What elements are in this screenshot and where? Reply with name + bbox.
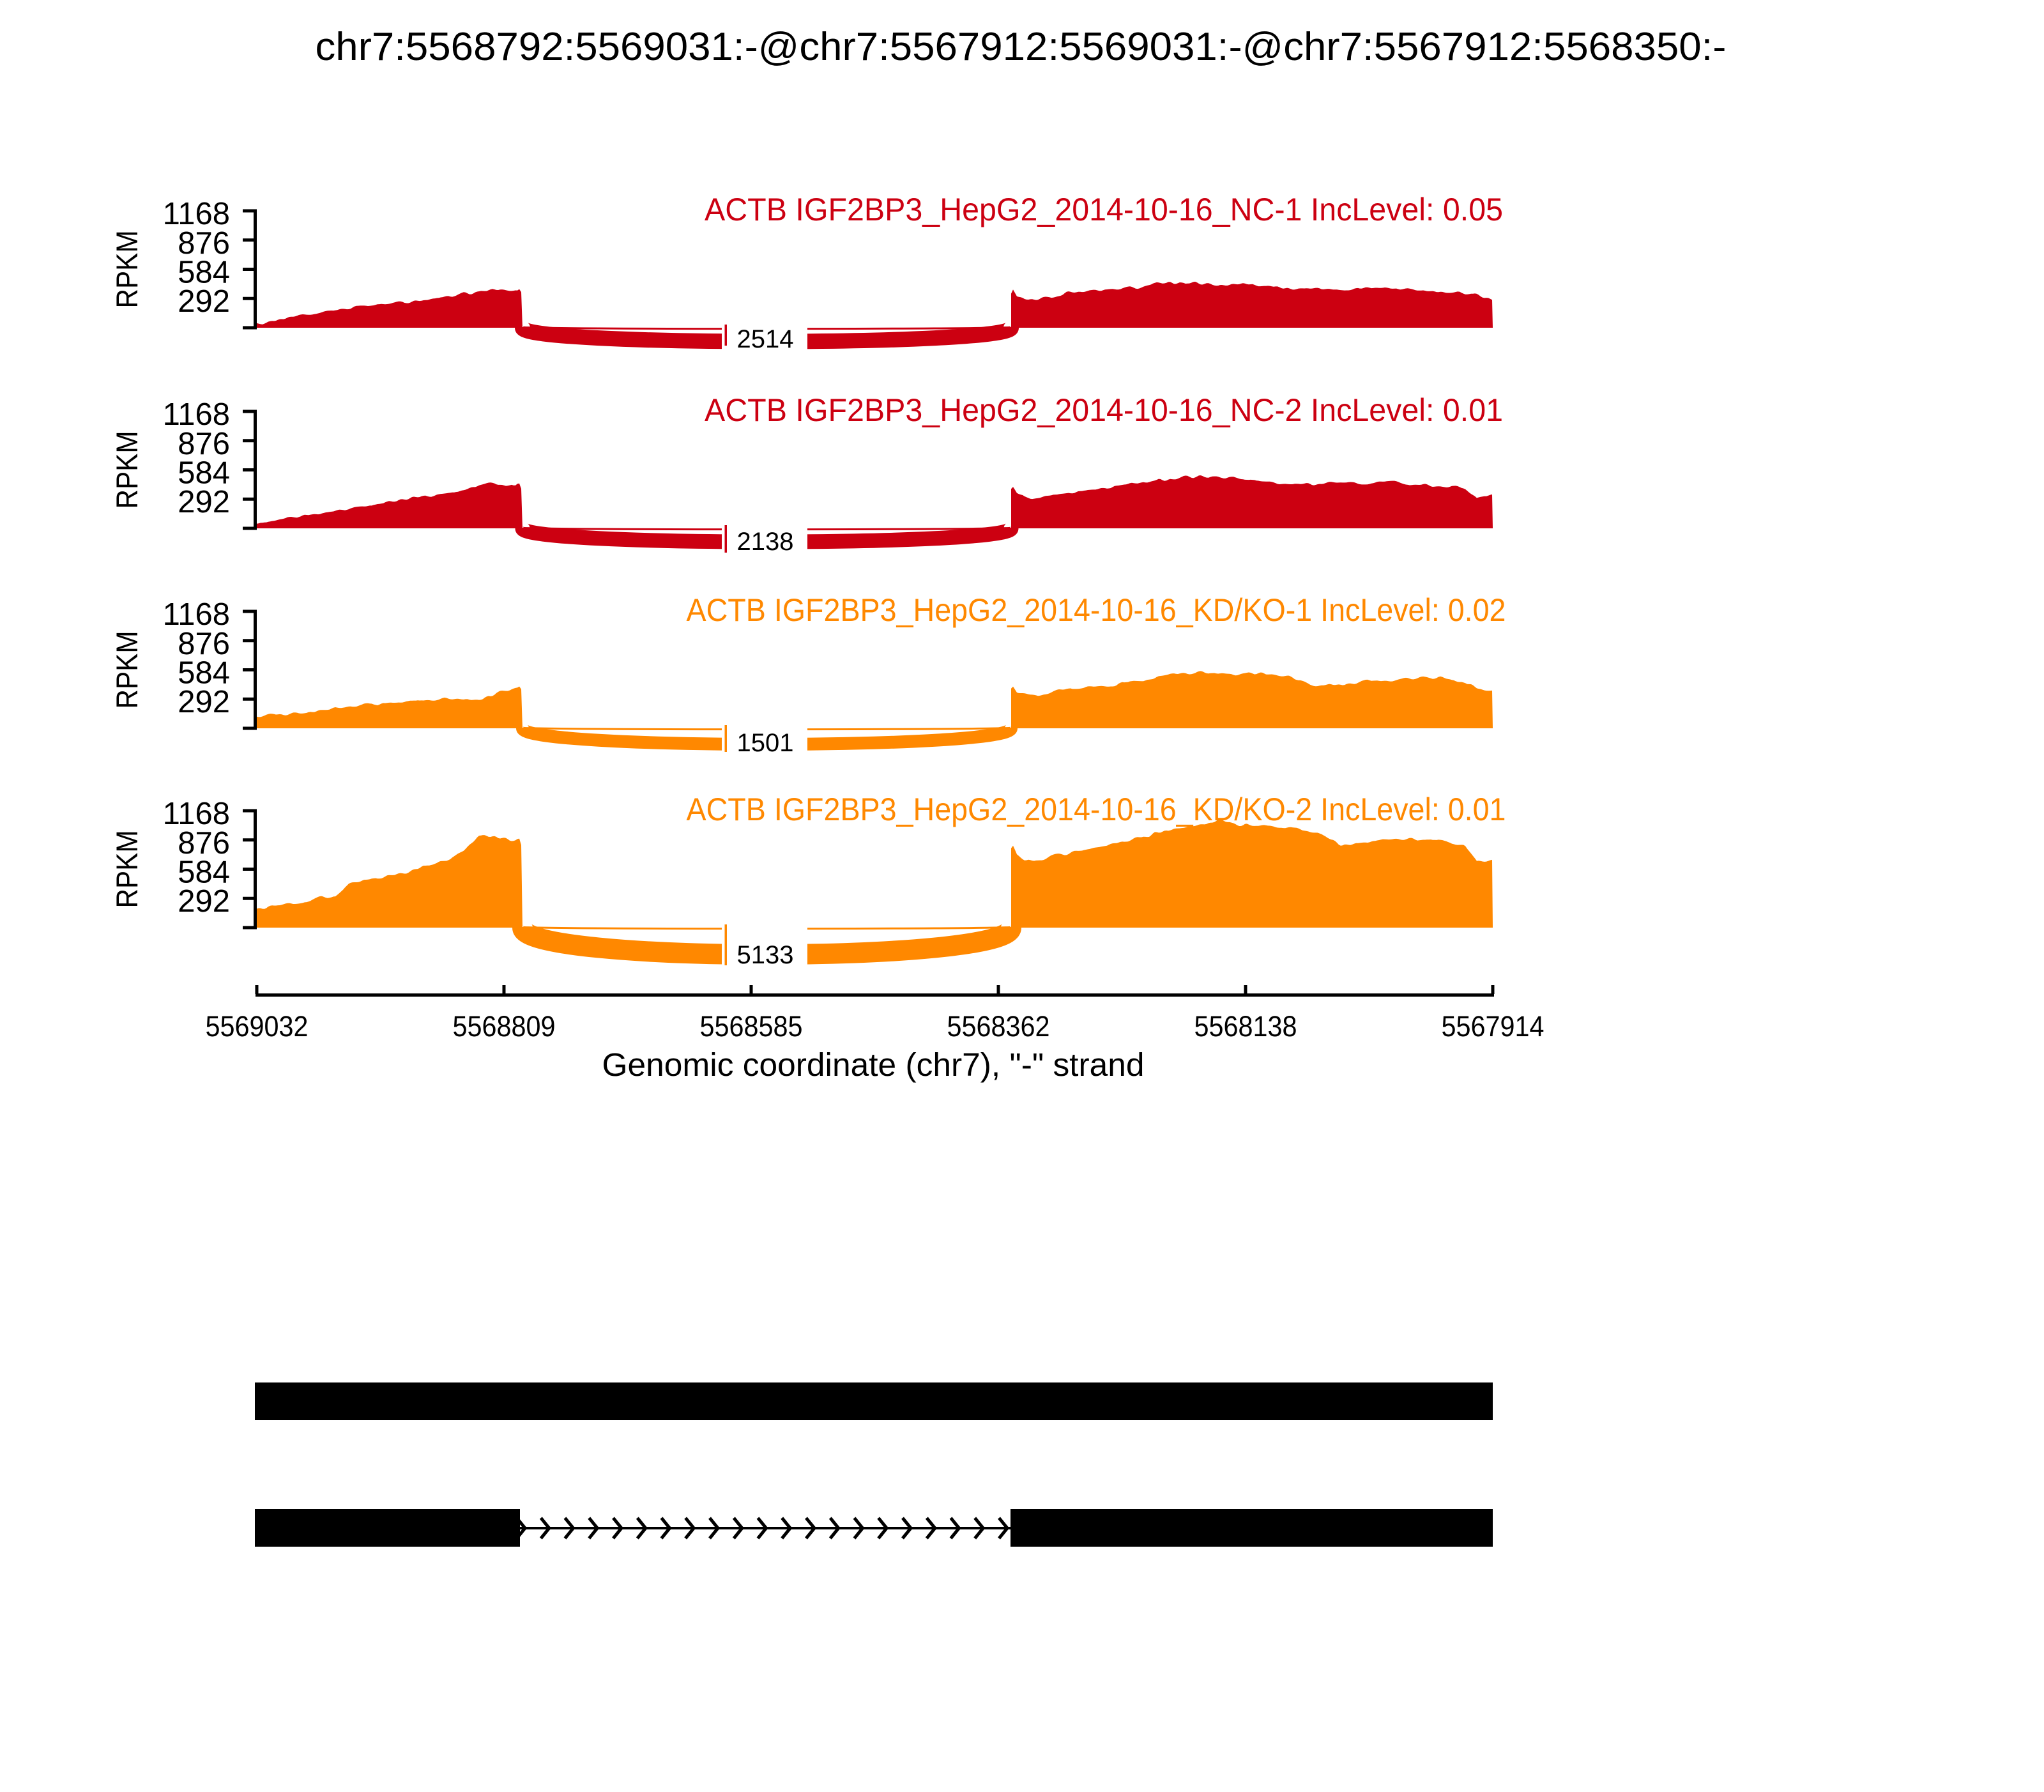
svg-text:ACTB IGF2BP3_HepG2_2014-10-16_: ACTB IGF2BP3_HepG2_2014-10-16_KD/KO-1 In… (687, 592, 1506, 628)
svg-text:RPKM: RPKM (110, 431, 144, 509)
svg-text:584: 584 (178, 855, 230, 890)
svg-text:ACTB IGF2BP3_HepG2_2014-10-16_: ACTB IGF2BP3_HepG2_2014-10-16_NC-2 IncLe… (705, 392, 1503, 428)
svg-text:1168: 1168 (163, 597, 230, 632)
svg-text:584: 584 (178, 656, 230, 691)
svg-text:RPKM: RPKM (110, 631, 144, 709)
svg-text:ACTB IGF2BP3_HepG2_2014-10-16_: ACTB IGF2BP3_HepG2_2014-10-16_KD/KO-2 In… (687, 792, 1506, 827)
svg-text:1168: 1168 (163, 797, 230, 831)
svg-text:RPKM: RPKM (110, 231, 144, 309)
svg-text:5568138: 5568138 (1194, 1010, 1297, 1043)
svg-text:2514: 2514 (737, 325, 794, 353)
svg-text:Genomic coordinate (chr7), "-": Genomic coordinate (chr7), "-" strand (602, 1046, 1145, 1083)
svg-text:5133: 5133 (737, 941, 794, 969)
svg-text:292: 292 (178, 284, 230, 319)
svg-text:chr7:5568792:5569031:-@chr7:55: chr7:5568792:5569031:-@chr7:5567912:5569… (316, 25, 1727, 69)
svg-text:584: 584 (178, 256, 230, 290)
svg-text:5567914: 5567914 (1442, 1010, 1544, 1043)
svg-text:1168: 1168 (163, 197, 230, 231)
svg-text:2138: 2138 (737, 528, 794, 556)
svg-text:RPKM: RPKM (110, 831, 144, 908)
svg-text:5568362: 5568362 (947, 1010, 1050, 1043)
svg-text:1168: 1168 (163, 397, 230, 432)
svg-text:5568809: 5568809 (453, 1010, 556, 1043)
svg-text:584: 584 (178, 456, 230, 491)
svg-text:292: 292 (178, 685, 230, 719)
svg-text:292: 292 (178, 884, 230, 919)
svg-text:876: 876 (178, 427, 230, 461)
svg-text:876: 876 (178, 226, 230, 261)
svg-text:5569032: 5569032 (206, 1010, 309, 1043)
svg-text:ACTB IGF2BP3_HepG2_2014-10-16_: ACTB IGF2BP3_HepG2_2014-10-16_NC-1 IncLe… (705, 192, 1503, 227)
svg-text:5568585: 5568585 (700, 1010, 803, 1043)
svg-text:292: 292 (178, 485, 230, 519)
svg-text:876: 876 (178, 627, 230, 661)
svg-text:1501: 1501 (737, 729, 794, 757)
svg-text:876: 876 (178, 826, 230, 861)
